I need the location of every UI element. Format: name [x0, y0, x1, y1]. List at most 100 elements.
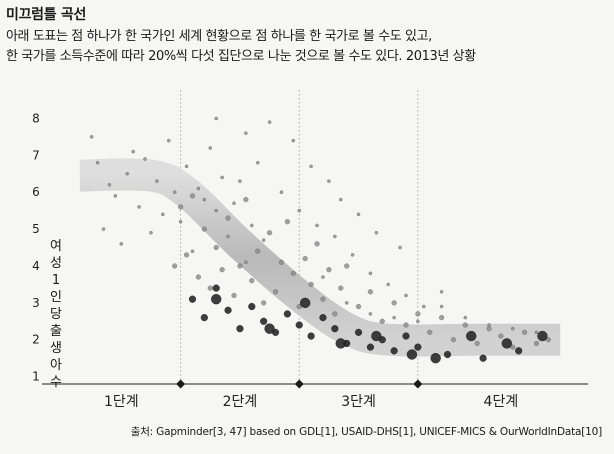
data-point-80 — [414, 343, 422, 351]
data-point-137 — [466, 330, 477, 342]
y-tick-5: 5 — [32, 222, 40, 236]
data-point-112 — [297, 208, 302, 213]
data-point-54 — [308, 281, 314, 288]
data-point-124 — [291, 138, 296, 143]
data-point-60 — [344, 263, 350, 269]
data-point-119 — [421, 304, 426, 309]
data-point-82 — [367, 289, 374, 295]
data-point-14 — [166, 138, 171, 143]
data-point-22 — [214, 208, 219, 213]
data-point-43 — [243, 196, 249, 203]
data-point-122 — [244, 131, 248, 135]
data-point-130 — [398, 245, 402, 250]
y-tick-3: 3 — [32, 296, 40, 310]
data-point-31 — [172, 263, 178, 269]
data-point-111 — [279, 190, 284, 195]
data-point-132 — [264, 323, 275, 334]
data-point-71 — [307, 332, 315, 340]
data-point-133 — [299, 297, 311, 309]
data-point-19 — [196, 186, 201, 191]
data-point-72 — [319, 314, 327, 322]
data-point-107 — [463, 315, 468, 320]
data-point-39 — [219, 267, 225, 273]
data-point-69 — [283, 310, 291, 318]
data-point-96 — [533, 340, 540, 347]
data-point-102 — [344, 301, 349, 305]
y-tick-4: 4 — [32, 259, 40, 273]
data-point-55 — [314, 241, 320, 247]
data-point-131 — [211, 293, 222, 305]
data-point-114 — [333, 234, 337, 239]
boundary-marker-3 — [413, 379, 423, 389]
data-point-33 — [183, 252, 190, 258]
source-note: 출처: Gapminder[3, 47] based on GDL[1], US… — [130, 426, 602, 438]
data-point-101 — [321, 275, 325, 279]
data-point-139 — [406, 349, 418, 360]
data-point-89 — [450, 337, 457, 343]
data-point-91 — [474, 340, 480, 347]
chart-subtitle-line1: 아래 도표는 점 하나가 한 국가인 세계 현황으로 점 하나를 한 국가로 볼… — [6, 29, 432, 44]
data-point-108 — [487, 323, 491, 327]
data-point-26 — [238, 179, 242, 183]
data-point-35 — [195, 274, 202, 280]
data-point-45 — [255, 248, 261, 254]
data-point-128 — [356, 212, 361, 217]
data-point-90 — [462, 322, 468, 328]
x-category-label-2: 2단계 — [223, 394, 258, 410]
data-point-64 — [224, 306, 232, 314]
data-point-67 — [260, 317, 268, 325]
data-point-56 — [320, 296, 326, 302]
data-point-123 — [267, 120, 272, 124]
data-point-6 — [119, 242, 124, 246]
data-point-110 — [534, 330, 539, 335]
data-point-138 — [501, 338, 513, 349]
data-point-85 — [403, 322, 409, 328]
data-point-87 — [427, 329, 433, 335]
trend-band — [79, 158, 561, 357]
data-point-27 — [244, 260, 248, 265]
data-point-117 — [386, 282, 391, 287]
data-point-95 — [522, 329, 528, 335]
data-point-99 — [479, 354, 487, 362]
data-point-24 — [226, 234, 230, 239]
data-point-84 — [391, 300, 397, 306]
data-point-36 — [201, 226, 207, 232]
data-point-16 — [178, 219, 183, 224]
data-point-58 — [332, 311, 338, 317]
data-point-49 — [278, 259, 285, 265]
data-point-30 — [261, 238, 266, 242]
x-category-label-1: 1단계 — [104, 394, 139, 410]
data-point-106 — [439, 304, 444, 309]
data-point-92 — [486, 326, 492, 332]
data-point-59 — [338, 285, 344, 291]
data-point-104 — [392, 315, 396, 320]
data-point-29 — [255, 160, 260, 165]
data-point-5 — [113, 194, 118, 198]
data-point-135 — [371, 330, 382, 342]
data-point-93 — [498, 333, 504, 339]
data-point-40 — [225, 215, 231, 221]
data-point-21 — [208, 146, 213, 150]
data-point-11 — [149, 230, 153, 235]
data-point-44 — [249, 278, 255, 284]
x-category-label-3: 3단계 — [341, 394, 376, 410]
data-point-46 — [261, 300, 267, 306]
data-point-105 — [416, 319, 420, 324]
chart-subtitle-line2: 한 국가를 소득수준에 따라 20%씩 다섯 집단으로 나눈 것으로 볼 수도 … — [6, 49, 476, 64]
data-point-12 — [155, 179, 159, 183]
data-point-3 — [101, 227, 106, 231]
data-point-8 — [131, 149, 135, 154]
data-point-53 — [302, 255, 308, 262]
data-point-34 — [189, 193, 196, 199]
y-tick-2: 2 — [32, 333, 40, 347]
y-axis-label: 여성 1인당 출생아 수 — [50, 239, 62, 390]
data-point-127 — [338, 197, 343, 202]
y-tick-1: 1 — [32, 370, 40, 384]
data-point-42 — [237, 263, 243, 269]
data-point-28 — [249, 223, 254, 228]
data-point-81 — [355, 303, 362, 310]
data-point-23 — [220, 175, 224, 180]
data-point-78 — [390, 347, 398, 355]
data-point-126 — [327, 179, 331, 183]
